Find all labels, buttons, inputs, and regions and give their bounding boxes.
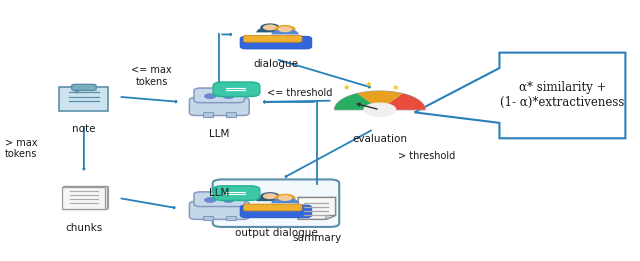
Text: ★: ★	[342, 83, 349, 92]
Text: note: note	[72, 124, 95, 134]
Circle shape	[217, 87, 221, 89]
Text: chunks: chunks	[65, 223, 102, 233]
Text: LLM: LLM	[209, 188, 230, 198]
Circle shape	[205, 94, 215, 98]
FancyBboxPatch shape	[225, 216, 236, 220]
Text: > threshold: > threshold	[399, 151, 456, 162]
Polygon shape	[326, 215, 335, 219]
Circle shape	[217, 191, 221, 193]
FancyBboxPatch shape	[194, 192, 244, 206]
Circle shape	[275, 194, 296, 202]
Circle shape	[278, 26, 292, 32]
Text: ★: ★	[365, 80, 372, 89]
FancyBboxPatch shape	[243, 35, 302, 42]
Circle shape	[275, 25, 296, 34]
FancyBboxPatch shape	[189, 98, 249, 116]
Circle shape	[263, 25, 277, 30]
FancyBboxPatch shape	[62, 187, 106, 209]
Circle shape	[260, 23, 280, 32]
FancyBboxPatch shape	[194, 88, 244, 103]
Text: +: +	[74, 89, 79, 95]
Wedge shape	[271, 198, 299, 203]
FancyBboxPatch shape	[65, 186, 108, 209]
Circle shape	[223, 198, 234, 202]
Circle shape	[263, 193, 277, 199]
Wedge shape	[335, 91, 425, 110]
Circle shape	[223, 94, 234, 98]
Circle shape	[278, 195, 292, 201]
Circle shape	[205, 198, 215, 202]
Text: > max
tokens: > max tokens	[4, 138, 37, 159]
FancyBboxPatch shape	[243, 204, 302, 211]
Text: output dialogue: output dialogue	[235, 228, 317, 238]
FancyBboxPatch shape	[189, 201, 249, 219]
Text: α* similarity +
(1- α)*extractiveness: α* similarity + (1- α)*extractiveness	[500, 81, 625, 109]
Circle shape	[260, 192, 280, 200]
Wedge shape	[256, 27, 284, 32]
FancyBboxPatch shape	[240, 205, 312, 218]
Wedge shape	[256, 195, 284, 201]
Wedge shape	[271, 29, 299, 34]
Polygon shape	[298, 197, 335, 219]
Text: <= max
tokens: <= max tokens	[131, 65, 172, 87]
FancyBboxPatch shape	[213, 82, 260, 97]
Text: evaluation: evaluation	[353, 134, 407, 144]
FancyBboxPatch shape	[225, 112, 236, 116]
FancyBboxPatch shape	[203, 216, 213, 220]
FancyBboxPatch shape	[63, 186, 106, 209]
FancyBboxPatch shape	[203, 112, 213, 116]
Wedge shape	[335, 93, 380, 110]
Circle shape	[364, 103, 396, 116]
FancyBboxPatch shape	[60, 87, 108, 111]
Text: <= threshold: <= threshold	[267, 88, 332, 98]
FancyBboxPatch shape	[213, 186, 260, 200]
Text: summary: summary	[292, 233, 342, 243]
FancyBboxPatch shape	[240, 36, 312, 49]
Polygon shape	[415, 53, 625, 138]
FancyBboxPatch shape	[212, 179, 339, 227]
Text: LLM: LLM	[209, 129, 230, 139]
Wedge shape	[380, 93, 425, 110]
FancyBboxPatch shape	[72, 84, 96, 90]
Text: ★: ★	[392, 83, 399, 92]
Wedge shape	[357, 91, 403, 110]
Text: dialogue: dialogue	[253, 59, 298, 69]
